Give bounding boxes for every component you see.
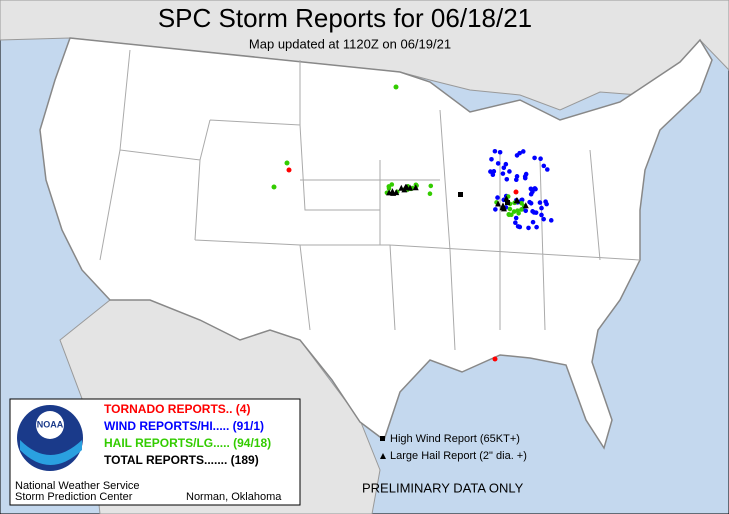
storm-report xyxy=(511,209,517,214)
storm-report xyxy=(545,167,550,172)
large-hail-report xyxy=(503,195,510,202)
storm-report xyxy=(544,201,549,207)
storm-report xyxy=(530,209,535,214)
storm-report xyxy=(530,189,535,195)
storm-report xyxy=(428,183,434,189)
key-label: Large Hail Report (2" dia. +) xyxy=(390,450,527,462)
storm-report xyxy=(491,169,497,174)
storm-report xyxy=(488,169,493,174)
high-wind-report xyxy=(458,192,463,197)
storm-report xyxy=(489,156,494,162)
storm-report xyxy=(548,218,554,223)
storm-report xyxy=(538,156,543,162)
hail-report xyxy=(271,184,277,190)
storm-report xyxy=(495,195,500,200)
storm-report xyxy=(514,174,520,179)
storm-report xyxy=(530,219,536,225)
high-wind-report xyxy=(505,200,510,205)
legend-entry: TORNADO REPORTS.. (4) xyxy=(104,402,250,416)
storm-report xyxy=(389,182,395,187)
storm-report xyxy=(534,224,539,230)
storm-report xyxy=(513,220,518,225)
state-lines xyxy=(99,49,641,351)
large-hail-report xyxy=(522,202,529,209)
storm-report xyxy=(501,165,507,171)
key-triangle xyxy=(380,453,386,459)
storm-report xyxy=(517,150,522,156)
storm-report xyxy=(526,225,531,231)
storm-report xyxy=(539,205,544,211)
storm-report xyxy=(539,212,544,218)
storm-report xyxy=(492,148,498,154)
storm-report xyxy=(532,155,537,161)
hail-report xyxy=(393,84,399,90)
legend-items: TORNADO REPORTS.. (4) WIND REPORTS/HI....… xyxy=(104,402,271,467)
key-square xyxy=(380,436,385,441)
office-location: Norman, Oklahoma xyxy=(186,491,282,503)
storm-report xyxy=(507,169,512,174)
storm-report xyxy=(541,216,546,222)
storm-report xyxy=(533,210,539,215)
tornado-report xyxy=(513,189,519,195)
large-hail-report xyxy=(403,183,410,190)
storm-report xyxy=(537,200,543,205)
storm-report xyxy=(504,176,510,182)
large-hail-report xyxy=(495,200,502,207)
storm-report xyxy=(503,161,509,167)
map-title: SPC Storm Reports for 06/18/21 xyxy=(158,3,532,33)
large-hail-report xyxy=(389,188,396,195)
storm-report xyxy=(522,175,528,181)
storm-report xyxy=(506,212,512,218)
storm-report xyxy=(500,171,506,176)
tornado-report xyxy=(492,356,498,362)
large-hail-report xyxy=(514,197,521,204)
storm-report xyxy=(507,206,513,212)
office-name: Storm Prediction Center xyxy=(15,491,133,503)
noaa-logo-wave xyxy=(20,440,82,465)
office-name: National Weather Service xyxy=(15,480,140,492)
large-hail-report xyxy=(412,184,419,191)
large-hail-report xyxy=(398,184,405,191)
preliminary-note: PRELIMINARY DATA ONLY xyxy=(362,480,524,495)
report-dots xyxy=(271,84,498,362)
storm-report xyxy=(528,200,534,206)
storm-report xyxy=(495,161,501,166)
tornado-report xyxy=(286,167,292,173)
report-clusters xyxy=(384,148,554,231)
hail-report xyxy=(284,160,290,166)
legend-entry: HAIL REPORTS/LG..... (94/18) xyxy=(104,436,271,450)
storm-report xyxy=(497,149,503,155)
storm-report xyxy=(386,186,392,191)
map-subtitle: Map updated at 1120Z on 06/19/21 xyxy=(249,36,451,51)
united-states xyxy=(39,37,713,450)
storm-report xyxy=(532,186,538,191)
large-hail-report xyxy=(393,189,400,196)
storm-report xyxy=(517,224,523,230)
storm-report xyxy=(541,163,547,169)
legend-entry: TOTAL REPORTS....... (189) xyxy=(104,453,259,467)
legend-entry: WIND REPORTS/HI..... (91/1) xyxy=(104,419,264,433)
storm-report xyxy=(513,215,519,221)
large-hail-report xyxy=(386,189,393,196)
key-label: High Wind Report (65KT+) xyxy=(390,433,520,445)
storm-report xyxy=(427,191,433,196)
storm-report xyxy=(519,207,524,212)
noaa-logo-bird xyxy=(36,411,64,439)
storm-report xyxy=(520,149,526,154)
storm-report xyxy=(493,207,498,212)
storm-report xyxy=(515,208,520,213)
large-hail-report xyxy=(500,205,507,212)
noaa-logo-text: NOAA xyxy=(37,419,64,429)
